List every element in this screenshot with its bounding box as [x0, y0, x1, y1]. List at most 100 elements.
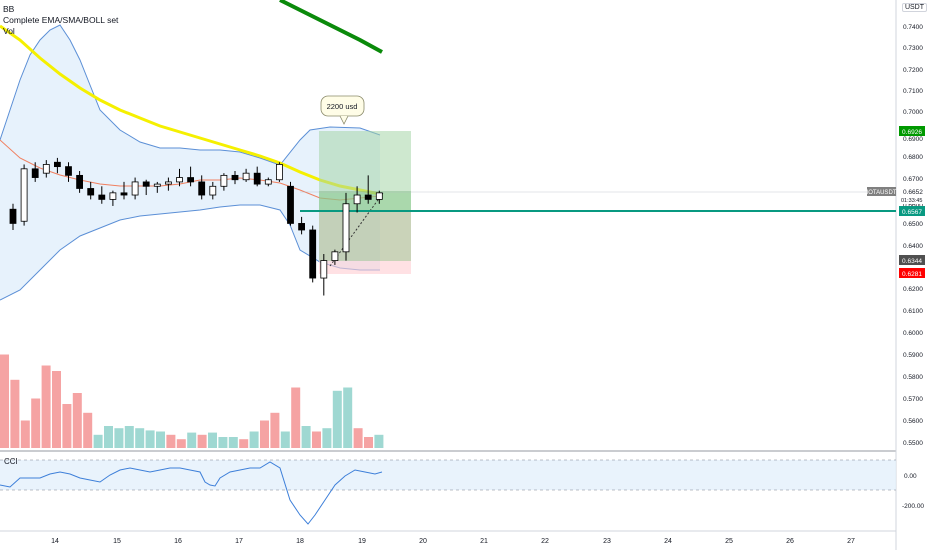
candle-up[interactable] — [320, 260, 328, 279]
volume-bar — [343, 387, 353, 448]
position-progress-zone — [319, 191, 411, 261]
cci-line[interactable] — [0, 461, 383, 525]
time-tick: 20 — [419, 538, 427, 545]
price-tick: 0.6400 — [903, 243, 923, 250]
cci-band — [0, 460, 896, 490]
legend-ema-sma-set[interactable]: Complete EMA/SMA/BOLL set — [3, 15, 119, 25]
bollinger-band-fill — [0, 25, 380, 300]
candle-up[interactable] — [20, 168, 28, 222]
volume-bar — [228, 437, 238, 448]
candle-down[interactable] — [198, 181, 206, 196]
volume-bar — [93, 434, 103, 448]
candle-up[interactable] — [109, 192, 117, 200]
volume-bar — [114, 428, 124, 448]
time-tick: 22 — [541, 538, 549, 545]
candle-down[interactable] — [253, 172, 261, 185]
candle-up[interactable] — [275, 164, 283, 181]
volume-bar — [280, 431, 290, 448]
cci-tick-zero: 0.00 — [904, 473, 917, 480]
candle-up[interactable] — [353, 194, 361, 205]
candle-up[interactable] — [153, 183, 161, 187]
legend-bb[interactable]: BB — [3, 4, 15, 14]
price-tick: 0.6700 — [903, 176, 923, 183]
volume-bar — [104, 426, 113, 448]
volume-bar — [187, 432, 197, 448]
volume-bar — [83, 412, 93, 448]
candle-up[interactable] — [375, 192, 383, 200]
candle-up[interactable] — [264, 179, 272, 185]
candle-down[interactable] — [76, 174, 83, 189]
candle-down[interactable] — [98, 194, 106, 200]
time-axis-ticks[interactable]: 14 15 16 17 18 19 20 21 22 23 24 25 26 27 — [51, 538, 855, 545]
svg-text:0.6652: 0.6652 — [903, 189, 923, 196]
candle-down[interactable] — [287, 185, 294, 224]
volume-bars — [0, 354, 384, 448]
volume-bar — [52, 371, 61, 448]
price-tick: 0.5500 — [903, 440, 923, 447]
candle-down[interactable] — [142, 181, 150, 187]
price-tick: 0.5800 — [903, 374, 923, 381]
target-price-label: 0.6926 — [899, 126, 925, 136]
time-tick: 24 — [664, 538, 672, 545]
time-tick: 15 — [113, 538, 121, 545]
price-tick: 0.6900 — [903, 136, 923, 143]
volume-bar — [135, 428, 145, 448]
candle-down[interactable] — [54, 161, 61, 168]
candle-down[interactable] — [187, 177, 195, 183]
sma-yellow-line[interactable] — [0, 24, 381, 196]
svg-text:0.6281: 0.6281 — [902, 271, 922, 278]
volume-bar — [176, 439, 186, 448]
candle-down[interactable] — [231, 174, 239, 181]
position-stop-zone[interactable] — [319, 211, 411, 274]
volume-bar — [156, 431, 165, 448]
candle-up[interactable] — [131, 181, 139, 196]
candle-down[interactable] — [65, 166, 72, 176]
candlesticks — [9, 157, 383, 296]
volume-bar — [10, 379, 20, 448]
volume-bar — [124, 426, 134, 448]
price-callout[interactable]: 2200 usd — [320, 95, 365, 125]
volume-bar — [0, 354, 9, 448]
candle-down[interactable] — [298, 223, 306, 231]
candle-up[interactable] — [220, 174, 228, 187]
candle-down[interactable] — [364, 194, 372, 200]
candle-up[interactable] — [342, 203, 350, 253]
time-tick: 16 — [174, 538, 182, 545]
entry-price-label: 0.6567 — [899, 206, 925, 216]
price-tick: 0.6800 — [903, 154, 923, 161]
candle-up[interactable] — [176, 177, 183, 183]
indicator-legend: BB Complete EMA/SMA/BOLL set Vol — [3, 4, 118, 37]
volume-bar — [72, 393, 82, 448]
volume-bar — [260, 420, 269, 448]
legend-volume[interactable]: Vol — [3, 26, 15, 36]
price-tick: 0.5700 — [903, 396, 923, 403]
candle-down[interactable] — [87, 188, 95, 196]
candle-up[interactable] — [242, 172, 250, 181]
volume-bar — [41, 365, 51, 448]
sma-green-line[interactable] — [279, 0, 383, 54]
candle-down[interactable] — [120, 192, 128, 196]
price-axis-ticks[interactable]: 0.7400 0.7300 0.7200 0.7100 0.7000 0.6900 0.68… — [903, 24, 923, 447]
candle-down[interactable] — [31, 168, 39, 178]
candle-up[interactable] — [164, 181, 172, 185]
candle-down[interactable] — [309, 229, 317, 279]
volume-bar — [291, 387, 301, 448]
volume-bar — [322, 428, 332, 448]
time-tick: 19 — [358, 538, 366, 545]
cci-legend[interactable]: CCI — [4, 457, 18, 466]
volume-bar — [166, 434, 176, 448]
candle-up[interactable] — [331, 251, 339, 261]
volume-bar — [31, 398, 41, 448]
currency-button[interactable]: USDT — [901, 3, 927, 12]
svg-text:0.6344: 0.6344 — [902, 258, 922, 265]
volume-bar — [197, 434, 207, 448]
candle-down[interactable] — [9, 208, 17, 224]
volume-bar — [364, 437, 373, 448]
bollinger-upper-line[interactable] — [0, 24, 381, 166]
time-tick: 17 — [235, 538, 243, 545]
candle-up[interactable] — [209, 185, 217, 196]
candle-up[interactable] — [42, 164, 50, 174]
volume-bar — [218, 437, 228, 448]
volume-bar — [145, 430, 155, 448]
